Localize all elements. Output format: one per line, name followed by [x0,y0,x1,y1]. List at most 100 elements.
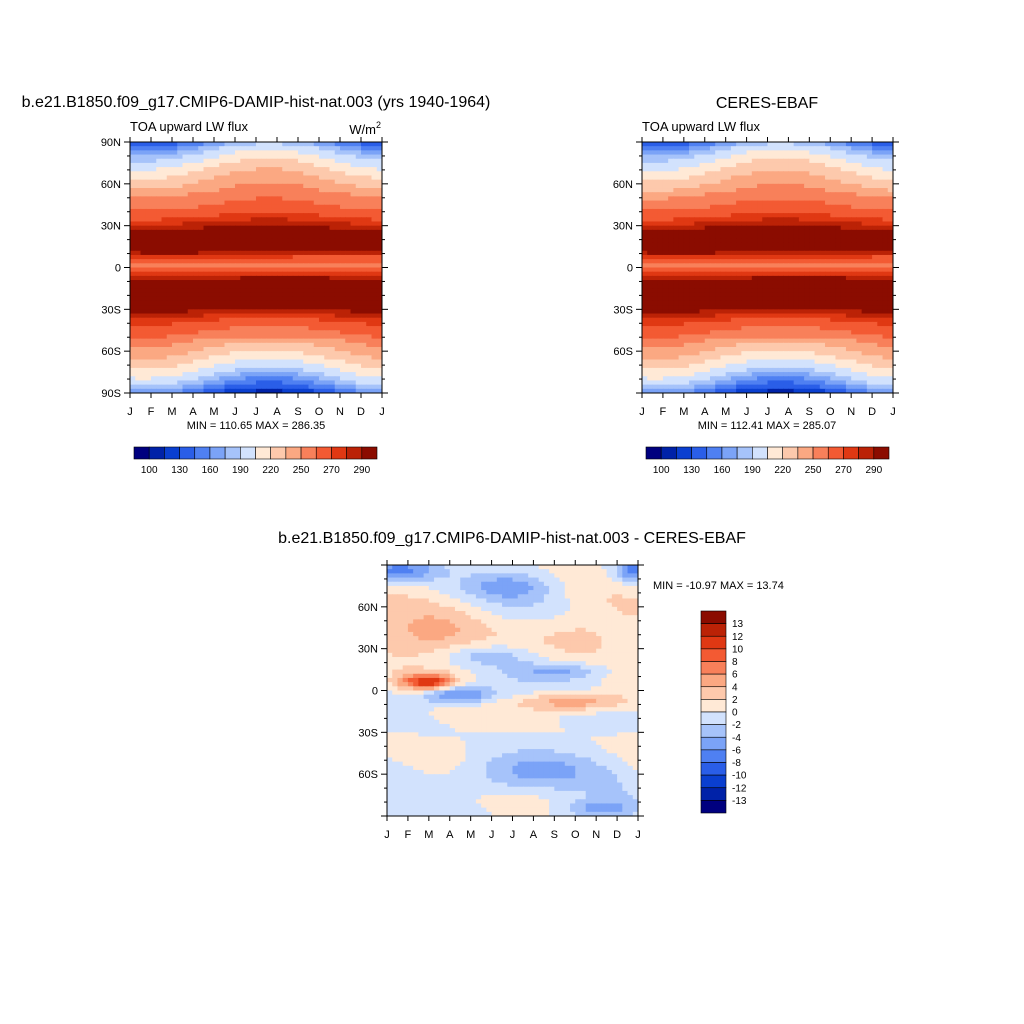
field-cell [851,246,857,252]
field-cell [657,229,664,235]
field-cell [245,246,252,252]
field-cell [224,234,231,239]
field-cell [303,250,310,256]
field-cell [746,309,753,315]
field-cell [214,150,220,156]
field-cell [187,367,194,373]
field-cell [130,305,136,310]
field-cell [334,342,341,348]
field-cell [668,288,674,294]
field-cell [245,167,252,172]
field-cell [877,292,884,298]
field-cell [319,271,325,277]
field-cell [193,259,199,264]
field-cell [219,196,226,202]
field-cell [840,234,847,239]
field-cell [166,179,173,185]
field-cell [856,221,863,227]
field-cell [229,313,236,319]
field-cell [229,326,236,331]
field-cell [715,200,722,206]
field-cell [825,217,831,223]
field-cell [762,217,769,223]
field-cell [642,154,648,160]
field-cell [887,275,893,281]
field-cell [788,296,795,302]
field-cell [751,208,758,214]
field-cell [877,267,884,273]
field-cell [809,142,816,147]
field-cell [256,238,262,243]
field-cell [324,309,331,315]
field-cell [250,179,257,185]
field-cell [699,171,706,177]
field-cell [830,146,837,151]
field-cell [182,317,189,323]
field-cell [350,158,357,164]
field-cell [229,330,236,336]
field-cell [830,208,837,214]
field-cell [214,376,220,382]
field-cell [772,217,779,223]
field-cell [277,376,283,382]
field-cell [725,280,732,285]
field-cell [277,208,283,214]
field-cell [741,213,748,218]
field-cell [757,280,763,285]
field-cell [151,213,157,218]
field-cell [277,309,283,315]
field-cell [798,271,805,277]
field-cell [266,238,273,243]
field-cell [788,309,795,315]
field-cell [156,267,163,273]
field-cell [203,284,210,290]
field-cell [240,292,247,298]
field-cell [699,242,706,248]
field-cell [245,367,252,373]
field-cell [830,179,837,185]
field-cell [668,313,674,319]
field-cell [303,342,310,348]
field-cell [282,234,289,239]
field-cell [887,179,893,185]
field-cell [652,208,659,214]
field-cell [835,162,842,168]
field-cell [261,372,268,377]
field-cell [229,192,236,197]
field-cell [313,292,320,298]
field-cell [130,158,136,164]
field-cell [214,300,220,306]
field-cell [856,179,863,185]
field-cell [887,158,893,164]
field-cell [156,334,163,340]
field-cell [772,142,779,147]
field-cell [882,271,889,277]
field-cell [198,342,205,348]
field-cell [250,367,257,373]
field-cell [135,363,142,369]
field-cell [793,292,800,298]
field-cell [866,221,873,227]
field-cell [193,250,199,256]
field-cell [308,250,315,256]
field-cell [366,238,373,243]
field-cell [709,192,716,197]
field-cell [825,250,831,256]
x-tick-label: D [357,406,365,418]
field-cell [177,192,184,197]
field-cell [245,158,252,164]
field-cell [282,376,289,382]
field-cell [741,284,748,290]
field-cell [145,175,152,181]
field-cell [355,292,362,298]
field-cell [182,300,189,306]
field-cell [814,271,821,277]
field-cell [277,326,283,331]
field-cell [355,188,362,193]
field-cell [866,175,873,181]
field-cell [877,217,884,223]
field-cell [683,263,690,269]
field-cell [303,317,310,323]
field-cell [298,351,304,356]
field-cell [757,267,763,273]
